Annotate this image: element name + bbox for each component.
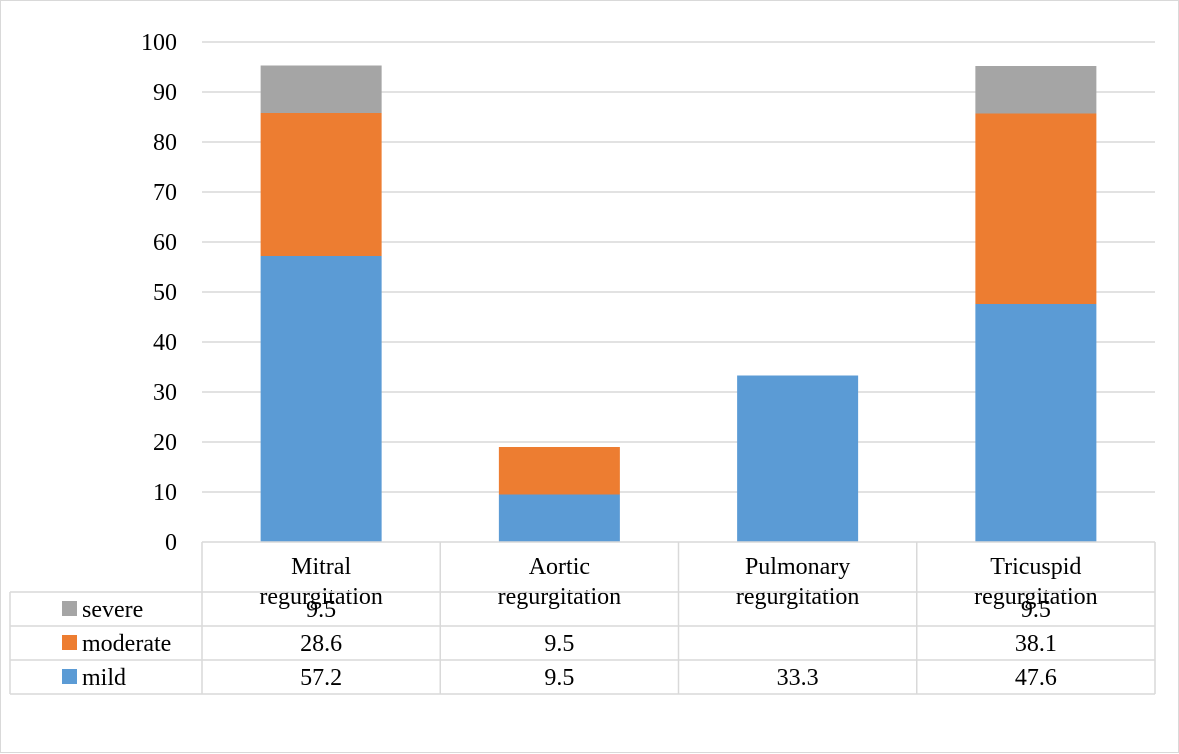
bars — [260, 65, 1097, 542]
bar-mild-1 — [498, 494, 620, 542]
legend-label-moderate: moderate — [82, 631, 171, 657]
y-tick-label: 90 — [153, 80, 177, 106]
legend-key-mild — [62, 669, 77, 684]
y-tick-label: 50 — [153, 280, 177, 306]
data-label-moderate: 9.5 — [544, 631, 574, 657]
bar-mild-2 — [737, 375, 859, 542]
y-tick-label: 0 — [165, 530, 177, 556]
y-tick-label: 60 — [153, 230, 177, 256]
data-label-mild: 57.2 — [300, 665, 342, 691]
data-label-severe: 9.5 — [1021, 597, 1051, 623]
bar-moderate-0 — [260, 113, 382, 256]
x-category-label: regurgitation — [974, 584, 1098, 610]
data-label-mild: 33.3 — [777, 665, 819, 691]
data-label-moderate: 28.6 — [300, 631, 342, 657]
bar-moderate-3 — [975, 113, 1097, 304]
x-category-label: regurgitation — [259, 584, 383, 610]
bar-moderate-1 — [498, 447, 620, 495]
x-category-label: regurgitation — [736, 584, 860, 610]
y-tick-label: 80 — [153, 130, 177, 156]
legend-key-moderate — [62, 635, 77, 650]
data-label-moderate: 38.1 — [1015, 631, 1057, 657]
y-tick-label: 10 — [153, 480, 177, 506]
x-axis: Mitral regurgitation Aortic regurgitation Pu… — [202, 541, 1155, 610]
x-category-label: Aortic — [529, 554, 590, 580]
data-label-mild: 47.6 — [1015, 665, 1057, 691]
x-category-label: Mitral — [291, 554, 351, 580]
legend-label-mild: mild — [82, 665, 126, 691]
y-tick-label: 70 — [153, 180, 177, 206]
y-tick-label: 30 — [153, 380, 177, 406]
legend-key-severe — [62, 601, 77, 616]
data-label-severe: 9.5 — [306, 597, 336, 623]
bar-severe-3 — [975, 66, 1097, 114]
x-category-label: Tricuspid — [990, 554, 1081, 580]
bar-mild-0 — [260, 256, 382, 542]
legend-label-severe: severe — [82, 597, 143, 623]
y-tick-label: 20 — [153, 430, 177, 456]
y-axis-ticks: 0 10 20 30 40 50 60 70 80 90 100 — [141, 30, 177, 556]
x-category-label: regurgitation — [498, 584, 622, 610]
bar-mild-3 — [975, 304, 1097, 542]
data-label-mild: 9.5 — [544, 665, 574, 691]
y-tick-label: 40 — [153, 330, 177, 356]
data-table: severe 9.5 9.5 moderate 28.6 9.5 38.1 mild 57.2 9… — [9, 542, 1156, 695]
bar-severe-0 — [260, 65, 382, 113]
y-tick-label: 100 — [141, 30, 177, 56]
x-category-label: Pulmonary — [745, 554, 850, 580]
